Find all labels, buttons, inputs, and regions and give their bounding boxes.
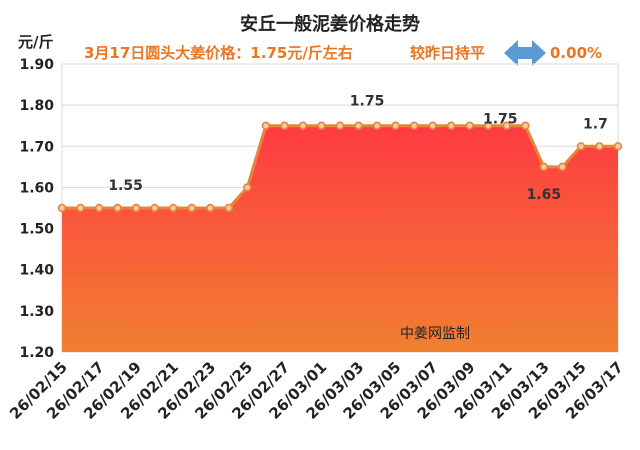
price-markers xyxy=(57,121,623,213)
y-tick-label: 1.20 xyxy=(19,345,54,361)
data-point xyxy=(558,162,567,172)
y-axis-ticks: 1.20 1.30 1.40 1.50 1.60 1.70 1.80 1.90 xyxy=(19,57,54,361)
data-point xyxy=(428,121,437,130)
data-label: 1.7 xyxy=(583,116,608,132)
data-point xyxy=(150,203,159,213)
data-point xyxy=(76,203,85,213)
change-label: 较昨日持平 xyxy=(410,44,485,62)
data-point xyxy=(317,121,326,130)
data-label: 1.75 xyxy=(350,94,385,110)
data-label: 1.75 xyxy=(483,112,518,128)
data-point xyxy=(131,203,141,213)
data-point xyxy=(113,203,122,213)
data-point xyxy=(613,142,623,151)
data-point xyxy=(57,203,67,213)
data-point xyxy=(372,121,382,130)
data-point xyxy=(354,121,363,130)
data-label: 1.55 xyxy=(108,178,143,194)
data-point xyxy=(484,121,493,130)
data-point xyxy=(94,203,104,213)
data-point xyxy=(169,203,178,213)
data-point xyxy=(447,121,456,130)
data-point xyxy=(576,142,586,151)
data-point xyxy=(521,121,530,130)
price-area xyxy=(62,124,618,352)
data-point xyxy=(224,203,234,213)
y-tick-label: 1.40 xyxy=(19,263,54,279)
y-tick-label: 1.30 xyxy=(19,304,54,320)
data-point xyxy=(243,183,252,192)
data-point xyxy=(409,121,419,130)
data-point xyxy=(335,121,345,130)
data-point xyxy=(187,203,196,213)
y-axis-unit-label: 元/斤 xyxy=(18,33,53,51)
y-tick-label: 1.60 xyxy=(19,180,54,196)
data-point xyxy=(298,121,308,130)
y-tick-label: 1.90 xyxy=(19,57,54,73)
data-point xyxy=(465,121,474,130)
x-axis-ticks: 26/02/1526/02/1726/02/1926/02/2126/02/23… xyxy=(6,358,627,423)
data-point xyxy=(391,121,400,130)
data-point xyxy=(261,121,271,130)
data-point xyxy=(206,203,215,213)
chart-title: 安丘一般泥姜价格走势 xyxy=(240,13,420,35)
change-value: 0.00% xyxy=(550,44,602,62)
data-point xyxy=(539,162,549,172)
y-tick-label: 1.80 xyxy=(19,98,54,114)
y-tick-label: 1.70 xyxy=(19,139,54,155)
watermark-text: 中姜网监制 xyxy=(400,326,470,342)
data-point xyxy=(502,121,511,130)
chart-subtitle: 3月17日圆头大姜价格：1.75元/斤左右 xyxy=(84,44,353,62)
data-label: 1.65 xyxy=(527,187,562,203)
area-fill xyxy=(62,125,618,352)
data-point xyxy=(280,121,289,130)
double-arrow-icon xyxy=(504,40,546,66)
y-tick-label: 1.50 xyxy=(19,222,54,238)
value-annotations: 1.55 1.75 1.75 1.65 1.7 xyxy=(108,94,608,203)
data-point xyxy=(595,142,604,151)
